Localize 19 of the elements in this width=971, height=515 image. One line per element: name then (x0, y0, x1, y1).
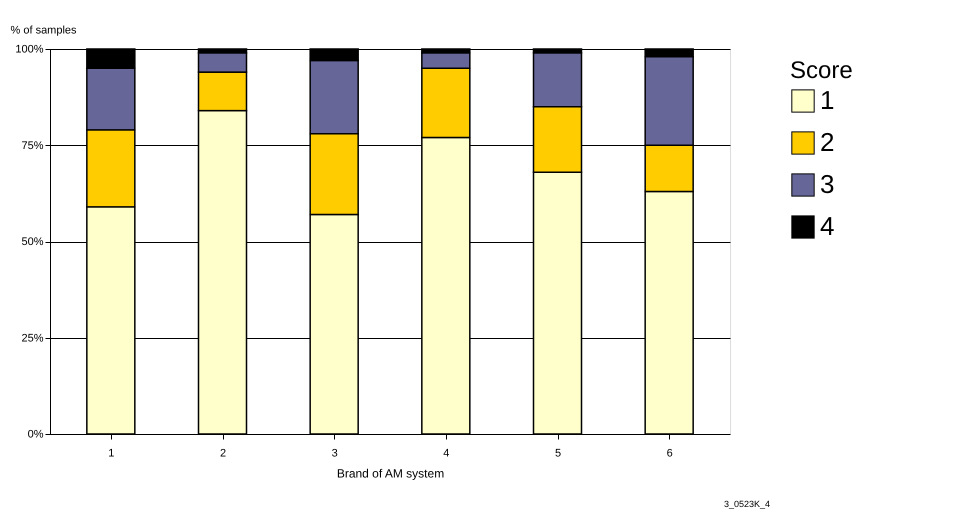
legend-label: 3 (820, 169, 834, 199)
y-tick-label: 0% (28, 428, 44, 440)
y-tick-label: 75% (21, 140, 44, 152)
y-axis-title: % of samples (10, 24, 78, 36)
legend-title: Score (790, 57, 853, 84)
x-tick-label: 3 (332, 448, 338, 460)
x-tick-label: 2 (220, 448, 226, 460)
legend-label: 4 (820, 211, 834, 241)
x-tick-label: 5 (554, 448, 562, 460)
y-tick-label: 25% (21, 332, 44, 344)
y-tick-label: 100% (15, 44, 44, 56)
text: 3_0523K_4 (724, 499, 770, 509)
legend-label: 2 (820, 127, 834, 157)
x-axis-title: Brand of AM system (336, 466, 444, 480)
x-tick-label: 4 (443, 448, 450, 460)
x-tick-label: 6 (666, 448, 673, 460)
legend-label: 1 (820, 85, 834, 115)
x-tick-label: 1 (108, 448, 114, 460)
y-tick-label: 50% (21, 236, 44, 248)
